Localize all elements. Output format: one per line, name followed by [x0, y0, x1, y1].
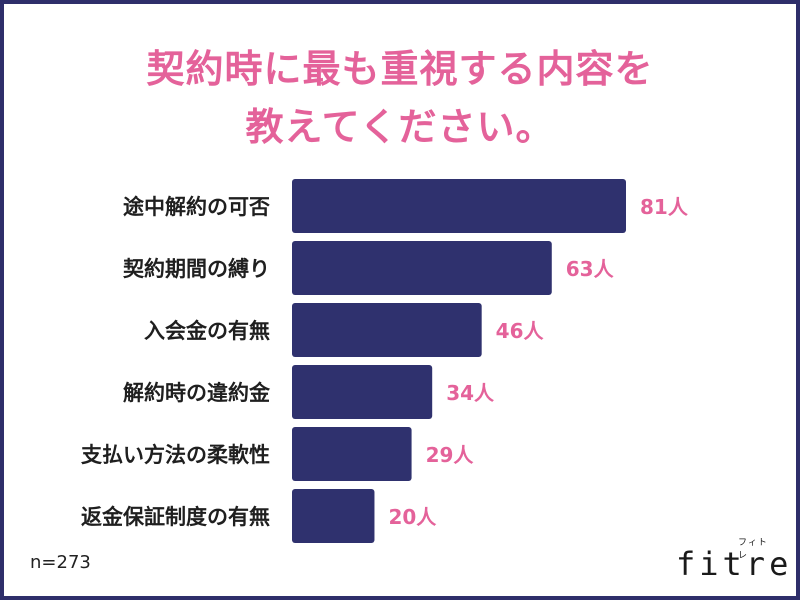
bar	[292, 241, 552, 295]
value-label: 63人	[566, 257, 615, 281]
value-label: 20人	[388, 505, 437, 529]
bar	[292, 303, 482, 357]
sample-size-note: n=273	[30, 552, 91, 573]
logo-text: fitre	[676, 545, 793, 583]
bar	[292, 489, 375, 543]
chart-title: 契約時に最も重視する内容を 教えてください。	[0, 40, 800, 156]
category-label: 返金保証制度の有無	[81, 505, 270, 529]
value-label: 29人	[426, 443, 475, 467]
value-label: 81人	[640, 195, 689, 219]
category-label: 入会金の有無	[144, 319, 270, 343]
category-label: 支払い方法の柔軟性	[81, 443, 270, 467]
value-label: 34人	[446, 381, 495, 405]
bar	[292, 427, 412, 481]
chart-title-line2: 教えてください。	[245, 105, 555, 149]
category-label: 解約時の違約金	[123, 381, 271, 405]
logo-kana: フィトレ	[738, 538, 768, 561]
bar	[292, 365, 433, 419]
fitre-logo: フィトレ fitre	[676, 535, 788, 580]
category-label: 途中解約の可否	[123, 195, 270, 219]
value-label: 46人	[496, 319, 545, 343]
category-label: 契約期間の縛り	[122, 257, 270, 281]
chart-title-line1: 契約時に最も重視する内容を	[146, 47, 654, 91]
bar	[292, 179, 626, 233]
